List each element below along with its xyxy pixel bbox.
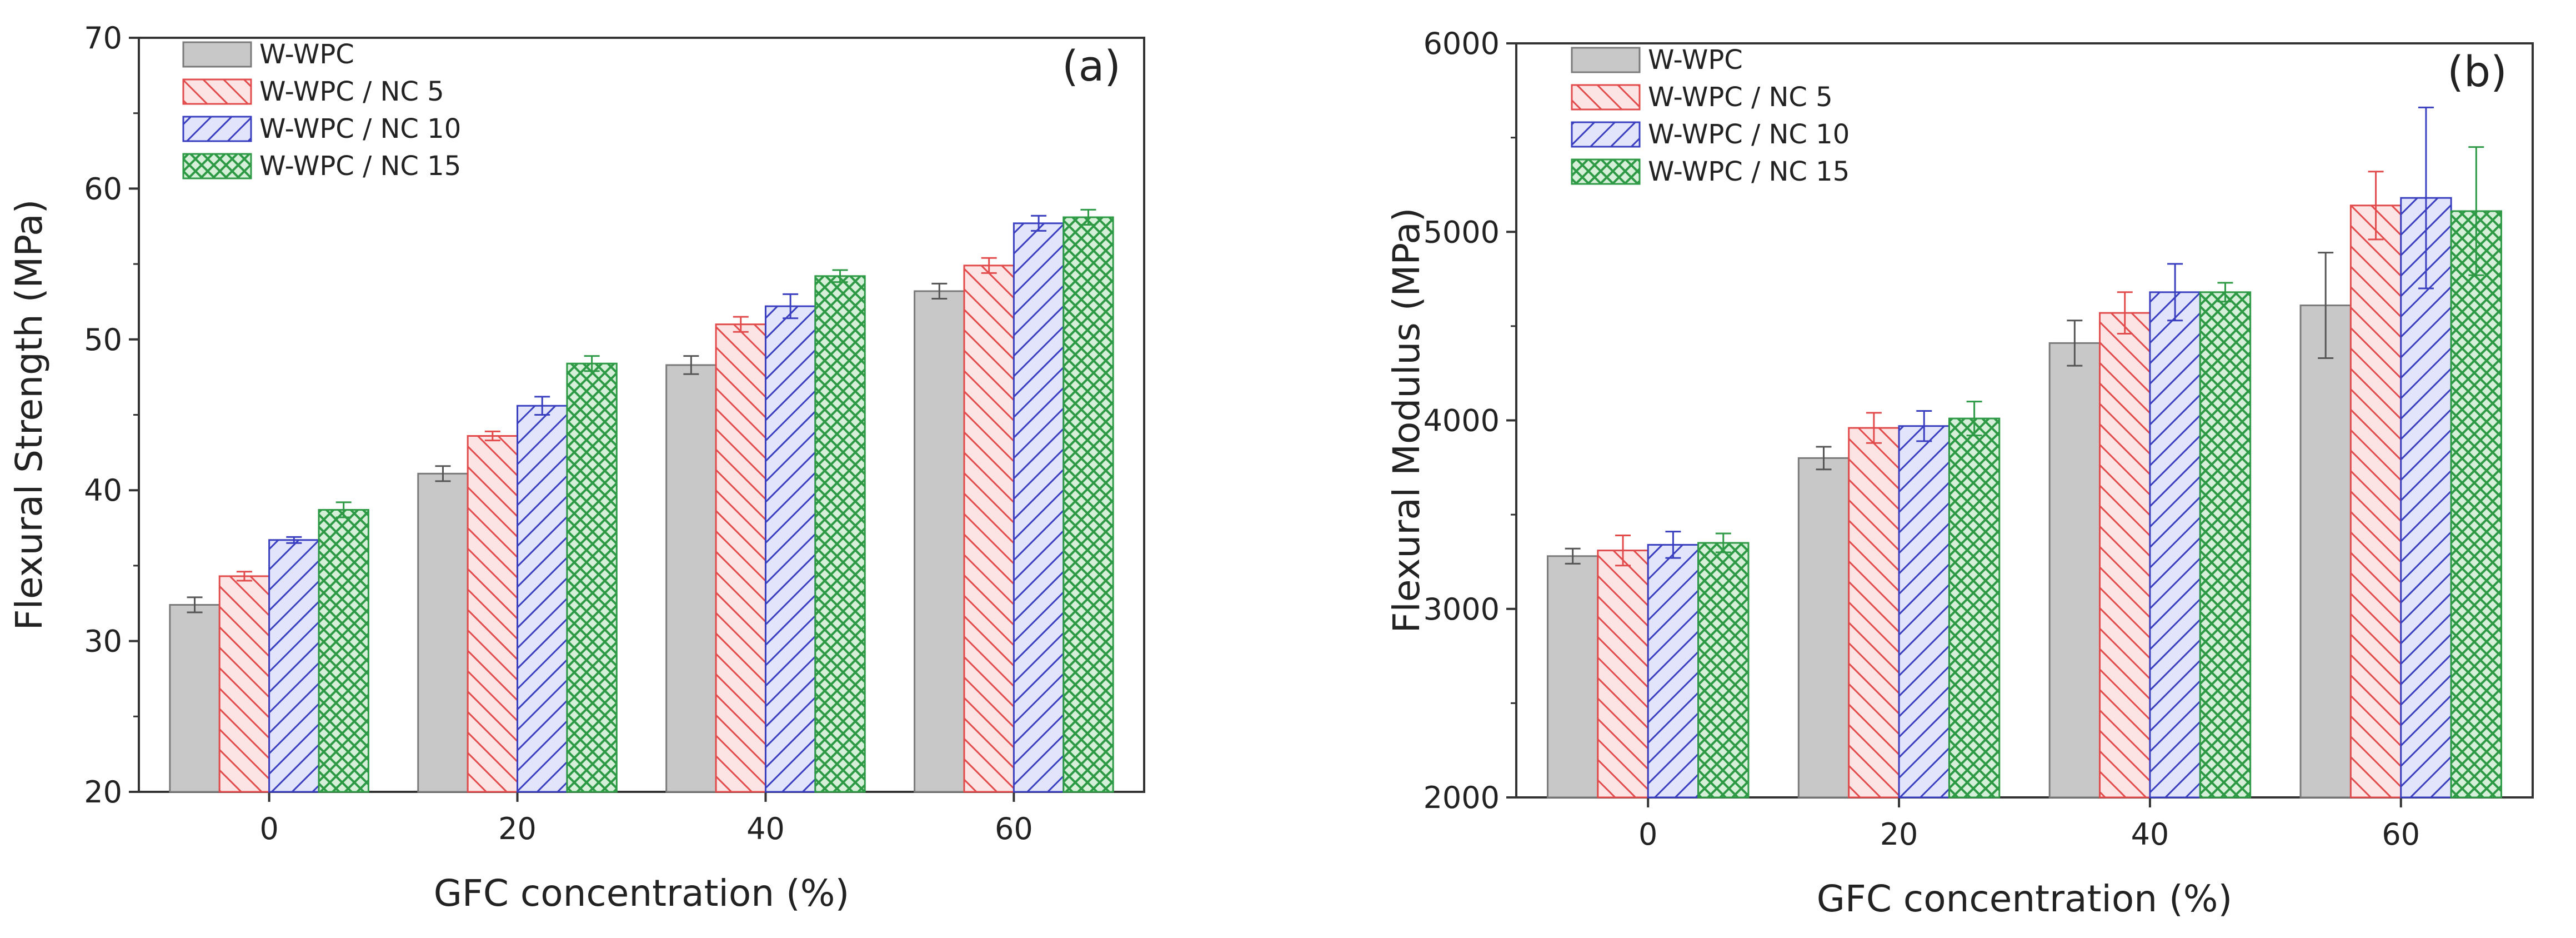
bar xyxy=(169,603,220,793)
y-tick-label: 60 xyxy=(84,171,122,206)
bar xyxy=(517,405,568,793)
chart-panel-a: 20 30 40 50 60 70 0 20 40 60 GFC concentration (%)… xyxy=(8,21,1145,915)
legend-swatch xyxy=(1571,158,1641,185)
chart-panel-b: 2000 3000 4000 5000 6000 0 20 40 60 GFC concentra… xyxy=(1385,26,2534,920)
legend-label: W-WPC xyxy=(1648,44,1743,76)
x-tick-label: 20 xyxy=(498,811,537,846)
panel-label: (a) xyxy=(1062,41,1121,91)
x-tick-label: 0 xyxy=(1638,817,1657,852)
y-tick-label: 50 xyxy=(84,322,122,357)
bar xyxy=(268,539,320,793)
bar xyxy=(1697,542,1750,799)
bar xyxy=(417,472,469,793)
legend-swatch xyxy=(182,116,252,142)
bar xyxy=(1797,457,1850,799)
x-axis-title: GFC concentration (%) xyxy=(1817,877,2232,920)
x-tick-label: 0 xyxy=(259,811,278,846)
legend-label: W-WPC / NC 10 xyxy=(259,113,461,144)
bar xyxy=(2199,291,2252,799)
y-tick-label: 20 xyxy=(84,775,122,810)
bar xyxy=(914,290,965,793)
bar xyxy=(2349,204,2402,799)
x-tick-label: 40 xyxy=(2131,817,2169,852)
bar xyxy=(1013,222,1065,793)
bar xyxy=(1647,543,1700,799)
x-tick-label: 60 xyxy=(995,811,1033,846)
bar xyxy=(2099,312,2151,799)
legend-label: W-WPC / NC 15 xyxy=(259,151,461,182)
bar xyxy=(218,575,270,793)
y-tick-label: 2000 xyxy=(1424,780,1500,815)
bar xyxy=(1948,417,2001,799)
x-tick-label: 20 xyxy=(1880,817,1918,852)
bar xyxy=(1063,216,1114,793)
y-tick-label: 30 xyxy=(84,624,122,659)
y-tick-label: 70 xyxy=(84,21,122,56)
bar xyxy=(566,362,618,793)
y-tick-label: 5000 xyxy=(1424,214,1500,250)
bar xyxy=(1597,550,1649,799)
bar xyxy=(1848,427,1900,799)
bar xyxy=(665,364,717,793)
bar xyxy=(467,435,519,793)
bar xyxy=(1898,425,1950,799)
y-tick-label: 6000 xyxy=(1424,26,1500,61)
bar xyxy=(1546,555,1599,799)
bar xyxy=(318,508,369,793)
bar xyxy=(2450,210,2503,799)
x-axis-title: GFC concentration (%) xyxy=(434,872,849,915)
legend-label: W-WPC / NC 10 xyxy=(1648,119,1850,150)
bar xyxy=(2048,342,2101,799)
y-axis-title: Flexural Modulus (MPa) xyxy=(1385,208,1428,633)
legend-label: W-WPC xyxy=(259,39,354,70)
y-tick-label: 3000 xyxy=(1424,592,1500,627)
x-tick-label: 40 xyxy=(746,811,785,846)
panel-label: (b) xyxy=(2447,47,2507,96)
legend-label: W-WPC / NC 5 xyxy=(259,76,444,107)
bar xyxy=(2299,305,2352,799)
x-tick-label: 60 xyxy=(2382,817,2420,852)
legend-swatch xyxy=(182,153,252,179)
bar xyxy=(814,275,866,793)
y-tick-label: 40 xyxy=(84,473,122,508)
legend-swatch xyxy=(1571,47,1641,73)
bar xyxy=(963,265,1015,793)
legend-swatch xyxy=(1571,84,1641,111)
legend-swatch xyxy=(182,78,252,105)
bar xyxy=(2149,291,2201,799)
legend-swatch xyxy=(182,41,252,68)
y-tick-label: 4000 xyxy=(1424,403,1500,438)
legend-label: W-WPC / NC 5 xyxy=(1648,82,1833,113)
bar xyxy=(715,323,766,793)
bar xyxy=(764,305,816,793)
legend-label: W-WPC / NC 15 xyxy=(1648,156,1850,187)
bar xyxy=(2400,197,2452,799)
legend-swatch xyxy=(1571,121,1641,148)
y-axis-title: Flexural Strength (MPa) xyxy=(8,199,51,631)
